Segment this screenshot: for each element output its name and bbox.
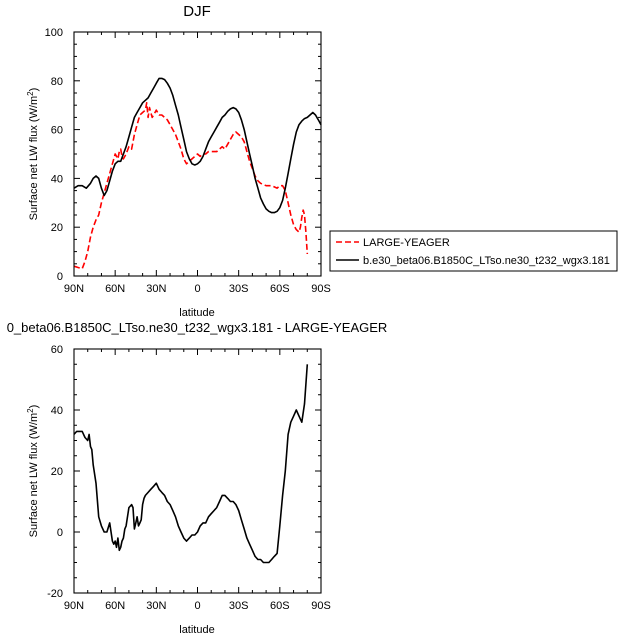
top-y-tick-label: 60 [51,125,63,137]
top-chart-title: DJF [183,3,211,20]
bottom-x-tick-label: 0 [194,600,200,612]
legend-label-large-yeager: LARGE-YEAGER [363,237,450,249]
bottom-x-axis-label: latitude [179,624,214,636]
legend: LARGE-YEAGER b.e30_beta06.B1850C_LTso.ne… [329,230,618,272]
legend-box [329,230,618,272]
top-x-tick-label: 90S [311,283,331,295]
svg-text:Surface net LW flux (W/m2): Surface net LW flux (W/m2) [26,88,40,221]
svg-text:Surface net LW flux (W/m2): Surface net LW flux (W/m2) [26,405,40,538]
top-y-tick-label: 100 [45,27,63,39]
top-x-tick-label: 30N [146,283,166,295]
top-x-tick-label: 0 [194,283,200,295]
bottom-y-tick-label: -20 [47,588,63,600]
top-plot-frame [73,31,322,277]
top-x-tick-label: 60N [105,283,125,295]
bottom-y-axis-label: Surface net LW flux (W/m2) [26,405,40,538]
bottom-y-tick-label: 40 [51,405,63,417]
bottom-plot-frame [73,348,322,594]
bottom-x-tick-label: 90N [64,600,84,612]
top-series-line-0 [73,102,309,270]
top-y-axis-label: Surface net LW flux (W/m2) [26,88,40,221]
bottom-axis-ticks: 90N 60N 30N 0 30S 60S 90S -20 0 20 40 60 [47,344,331,612]
top-y-tick-label: 20 [51,222,63,234]
top-y-tick-label: 40 [51,173,63,185]
top-series-line-1 [73,77,322,214]
bottom-y-tick-label: 60 [51,344,63,356]
bottom-x-tick-label: 60S [270,600,290,612]
bottom-y-tick-label: 0 [57,527,63,539]
top-y-tick-label: 0 [57,271,63,283]
top-x-tick-label: 60S [270,283,290,295]
top-panel: DJF Surface net LW flux (W/m2) latitude … [26,3,618,319]
top-series-lines [73,77,322,270]
legend-label-model: b.e30_beta06.B1850C_LTso.ne30_t232_wgx3.… [363,255,610,267]
top-x-tick-label: 90N [64,283,84,295]
bottom-x-tick-label: 90S [311,600,331,612]
top-x-tick-label: 30S [229,283,249,295]
bottom-y-tick-label: 20 [51,466,63,478]
top-x-axis-label: latitude [179,307,214,319]
top-axis-ticks: 90N 60N 30N 0 30S 60S 90S 0 20 40 60 80 100 [45,27,331,295]
top-y-tick-label: 80 [51,76,63,88]
bottom-x-tick-label: 60N [105,600,125,612]
bottom-series-lines [73,364,309,564]
bottom-series-line-0 [73,364,309,564]
bottom-panel: 0_beta06.B1850C_LTso.ne30_t232_wgx3.181 … [7,320,388,636]
bottom-chart-title: 0_beta06.B1850C_LTso.ne30_t232_wgx3.181 … [7,320,388,335]
bottom-x-tick-label: 30S [229,600,249,612]
bottom-x-tick-label: 30N [146,600,166,612]
